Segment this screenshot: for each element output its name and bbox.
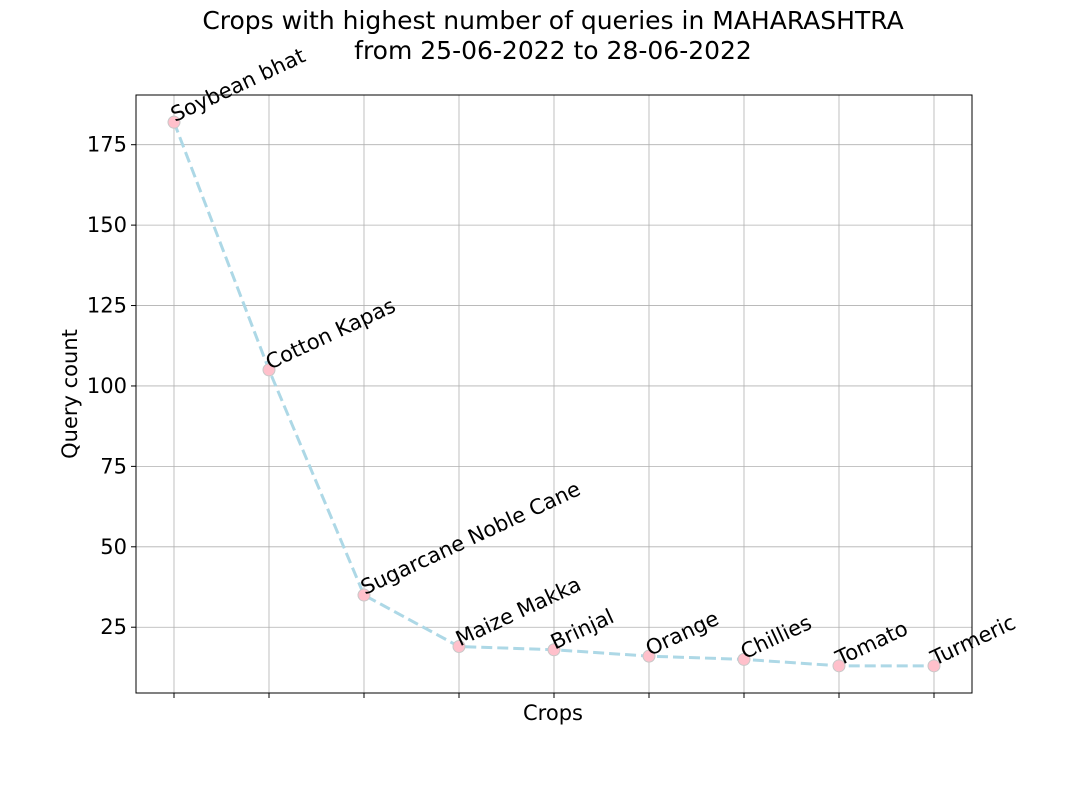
y-tick-label: 50: [100, 535, 127, 559]
data-point: [262, 363, 276, 377]
chart-title-line-2: from 25-06-2022 to 28-06-2022: [354, 36, 752, 65]
y-axis-label: Query count: [58, 329, 82, 459]
data-point: [832, 659, 846, 673]
y-tick-label: 150: [87, 213, 127, 237]
axes: 25 50 75 100 125 150 175: [87, 133, 935, 698]
point-label: Turmeric: [926, 610, 1019, 670]
data-point: [167, 115, 181, 129]
data-point: [357, 588, 371, 602]
data-point: [737, 652, 751, 666]
y-tick-label: 100: [87, 374, 127, 398]
point-label: Chillies: [737, 610, 815, 664]
data-point: [452, 640, 466, 654]
x-axis-label: Crops: [523, 701, 583, 725]
series: [167, 115, 941, 673]
y-tick-label: 125: [87, 294, 127, 318]
y-tick-label: 25: [100, 615, 127, 639]
point-label: Brinjal: [547, 604, 618, 654]
point-label: Soybean bhat: [167, 43, 309, 126]
data-point: [927, 659, 941, 673]
y-tick-label: 175: [87, 133, 127, 157]
chart-title-line-1: Crops with highest number of queries in …: [202, 6, 903, 35]
grid: [136, 95, 972, 693]
point-label: Tomato: [831, 616, 911, 671]
point-label: Sugarcane Noble Cane: [357, 477, 584, 600]
y-tick-label: 75: [100, 454, 127, 478]
chart-title: Crops with highest number of queries in …: [202, 6, 903, 65]
point-label: Orange: [642, 606, 722, 661]
data-point: [642, 649, 656, 663]
data-point: [547, 643, 561, 657]
